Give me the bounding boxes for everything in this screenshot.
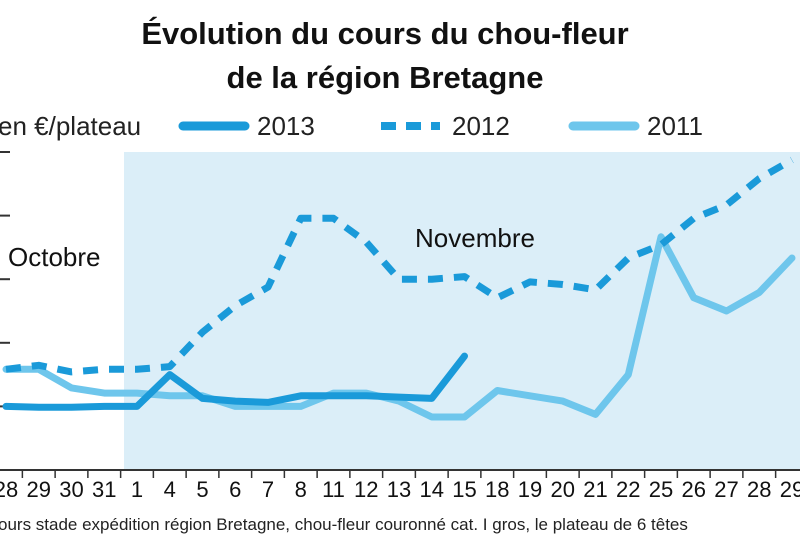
legend-label-2012: 2012	[452, 111, 510, 141]
x-tick-label: 27	[714, 477, 738, 502]
x-tick-label: 31	[92, 477, 116, 502]
x-tick-label: 28	[747, 477, 771, 502]
x-tick-label: 29	[780, 477, 800, 502]
x-tick-label: 6	[229, 477, 241, 502]
x-tick-label: 25	[649, 477, 673, 502]
x-tick-label: 7	[262, 477, 274, 502]
x-tick-label: 1	[131, 477, 143, 502]
x-tick-label: 14	[420, 477, 444, 502]
month-label-novembre: Novembre	[415, 223, 535, 253]
x-tick-label: 29	[27, 477, 51, 502]
x-tick-label: 30	[59, 477, 83, 502]
x-tick-label: 4	[164, 477, 176, 502]
x-tick-label: 13	[387, 477, 411, 502]
x-tick-label: 28	[0, 477, 18, 502]
chart-subtitle: de la région Bretagne	[227, 60, 544, 95]
x-tick-label: 12	[354, 477, 378, 502]
legend-label-2011: 2011	[647, 111, 703, 141]
x-tick-label: 22	[616, 477, 640, 502]
legend: en €/plateau 2013 2012 2011	[0, 111, 703, 141]
source-note: ours stade expédition région Bretagne, c…	[0, 515, 688, 534]
x-tick-label: 18	[485, 477, 509, 502]
month-label-octobre: Octobre	[8, 242, 101, 272]
x-tick-label: 8	[295, 477, 307, 502]
y-axis-unit-label: en €/plateau	[0, 111, 141, 141]
x-tick-label: 26	[682, 477, 706, 502]
x-tick-label: 19	[518, 477, 542, 502]
x-tick-label: 11	[322, 477, 345, 502]
chart-title: Évolution du cours du chou-fleur	[141, 16, 628, 51]
series-layer	[2, 156, 796, 421]
x-tick-label: 21	[583, 477, 607, 502]
series-line-2012	[5, 156, 794, 376]
y-axis	[0, 151, 10, 471]
series-line-2011	[2, 233, 796, 421]
x-axis: 2829303114567811121314151819202122252627…	[0, 469, 800, 502]
x-tick-label: 20	[551, 477, 575, 502]
x-tick-label: 15	[452, 477, 476, 502]
legend-label-2013: 2013	[257, 111, 315, 141]
x-tick-label: 5	[196, 477, 208, 502]
series-line-2013	[2, 352, 468, 411]
